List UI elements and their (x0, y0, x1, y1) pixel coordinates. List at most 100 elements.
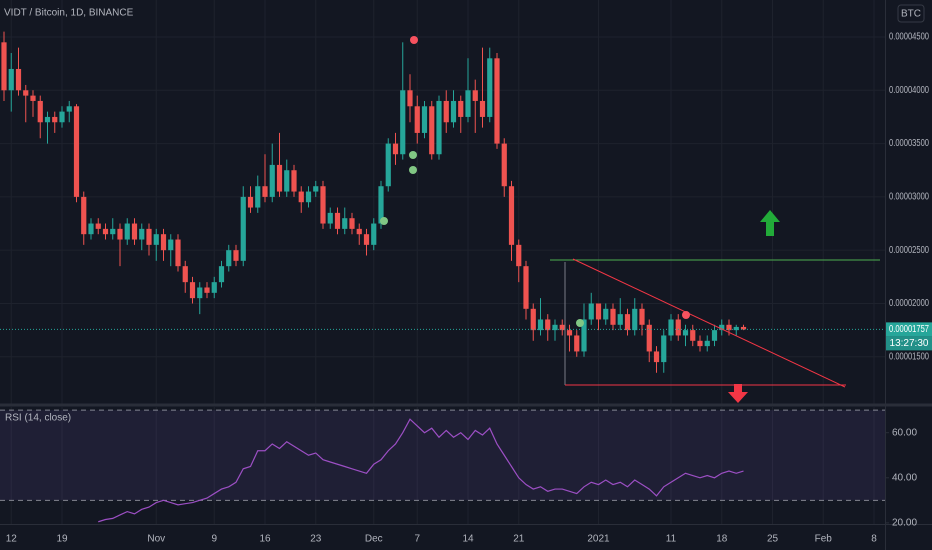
candle-body (15, 68, 22, 91)
candle-body (508, 186, 515, 245)
candle-body (334, 212, 341, 229)
candle-body (81, 196, 87, 235)
candle-body (356, 228, 362, 235)
candle-body (443, 100, 449, 123)
x-tick-label: 21 (513, 534, 525, 545)
x-tick-label: Nov (147, 534, 165, 545)
y-tick-label: 0.00002000 (889, 298, 929, 309)
candle-body (110, 228, 116, 235)
trend-line (572, 258, 846, 388)
candle-body (624, 314, 631, 331)
candle-body (131, 223, 138, 240)
candle-body (682, 330, 689, 336)
candle-body (545, 319, 551, 331)
x-tick-label: 18 (716, 534, 728, 545)
x-tick-label: 9 (211, 534, 217, 545)
x-tick-label: 8 (871, 534, 877, 545)
candle-body (385, 143, 391, 187)
rsi-tick-label: 40.00 (892, 472, 917, 483)
candle-body (102, 228, 109, 235)
candle-body (182, 266, 188, 283)
candle-body (197, 287, 203, 299)
candle-body (363, 234, 370, 245)
candle-body (37, 100, 43, 123)
candle-body (690, 330, 696, 341)
candle-body (675, 319, 681, 336)
candle-body (218, 266, 225, 283)
candle-body (610, 308, 616, 325)
x-tick-label: 7 (414, 534, 420, 545)
x-tick-label: 19 (56, 534, 68, 545)
x-tick-label: 2021 (587, 534, 610, 545)
candle-body (117, 228, 123, 240)
candle-body (537, 319, 544, 331)
y-tick-label: 0.00003000 (889, 192, 929, 203)
candle-body (407, 90, 413, 107)
candle-body (291, 170, 297, 192)
candle-body (262, 186, 268, 197)
candle-body (516, 244, 522, 267)
candle-body (523, 266, 529, 309)
x-tick-label: 14 (462, 534, 474, 545)
x-tick-label: 16 (259, 534, 271, 545)
candle-body (52, 116, 58, 123)
candle-body (429, 106, 435, 155)
candle-body (421, 106, 428, 133)
countdown-box (886, 336, 932, 351)
countdown-label: 13:27:30 (890, 338, 929, 349)
candle-body (349, 218, 355, 229)
rsi-tick-label: 60.00 (892, 427, 917, 438)
drawings (380, 36, 880, 403)
x-tick-label: Dec (365, 534, 383, 545)
candle-body (371, 223, 377, 245)
candle-body (139, 228, 145, 240)
candle-body (603, 308, 609, 320)
candle-body (298, 191, 304, 203)
marks-layer (0, 31, 885, 523)
candle-body (313, 186, 319, 192)
candle-body (465, 90, 471, 117)
candle-body (559, 324, 565, 331)
candle-body (479, 100, 486, 117)
candle-body (320, 186, 326, 224)
candle-body (581, 319, 587, 352)
candle-body (646, 324, 652, 352)
y-tick-label: 0.00003500 (889, 138, 929, 149)
x-tick-label: 12 (6, 534, 18, 545)
y-tick-label: 0.00004000 (889, 85, 929, 96)
candle-body (392, 143, 399, 155)
signal-dot (682, 311, 690, 319)
candle-body (501, 143, 507, 187)
candle-body (233, 250, 239, 261)
candle-body (175, 239, 181, 267)
candle-body (88, 223, 94, 235)
candle-body (530, 308, 536, 331)
rsi-title: RSI (14, close) (5, 413, 71, 424)
candle-body (472, 90, 478, 101)
signal-dot (380, 217, 388, 225)
candle-body (269, 164, 275, 197)
candle-body (327, 212, 333, 224)
up-arrow (760, 210, 780, 236)
currency-label[interactable]: BTC (901, 9, 921, 20)
candle-body (552, 324, 558, 331)
signal-dot (576, 319, 584, 327)
currency-button[interactable] (897, 4, 925, 23)
y-tick-label: 0.00002500 (889, 245, 929, 256)
candle-body (740, 326, 747, 330)
candle-body (653, 351, 660, 363)
axis-layer: 12 19 Nov 9 16 23 Dec 7 14 21 2021 11 18 25 Feb 8 0.0000… (6, 32, 932, 545)
x-tick-label: 25 (767, 534, 779, 545)
candle-body (204, 287, 210, 293)
down-arrow (728, 384, 748, 403)
candle-body (632, 308, 638, 331)
signal-dot (409, 166, 417, 174)
candle-body (668, 319, 674, 336)
candle-body (617, 314, 623, 325)
candle-body (436, 100, 442, 155)
candle-body (726, 324, 732, 331)
rsi-tick-label: 20.00 (892, 518, 917, 529)
candle-body (378, 186, 384, 224)
candle-body (73, 106, 80, 197)
